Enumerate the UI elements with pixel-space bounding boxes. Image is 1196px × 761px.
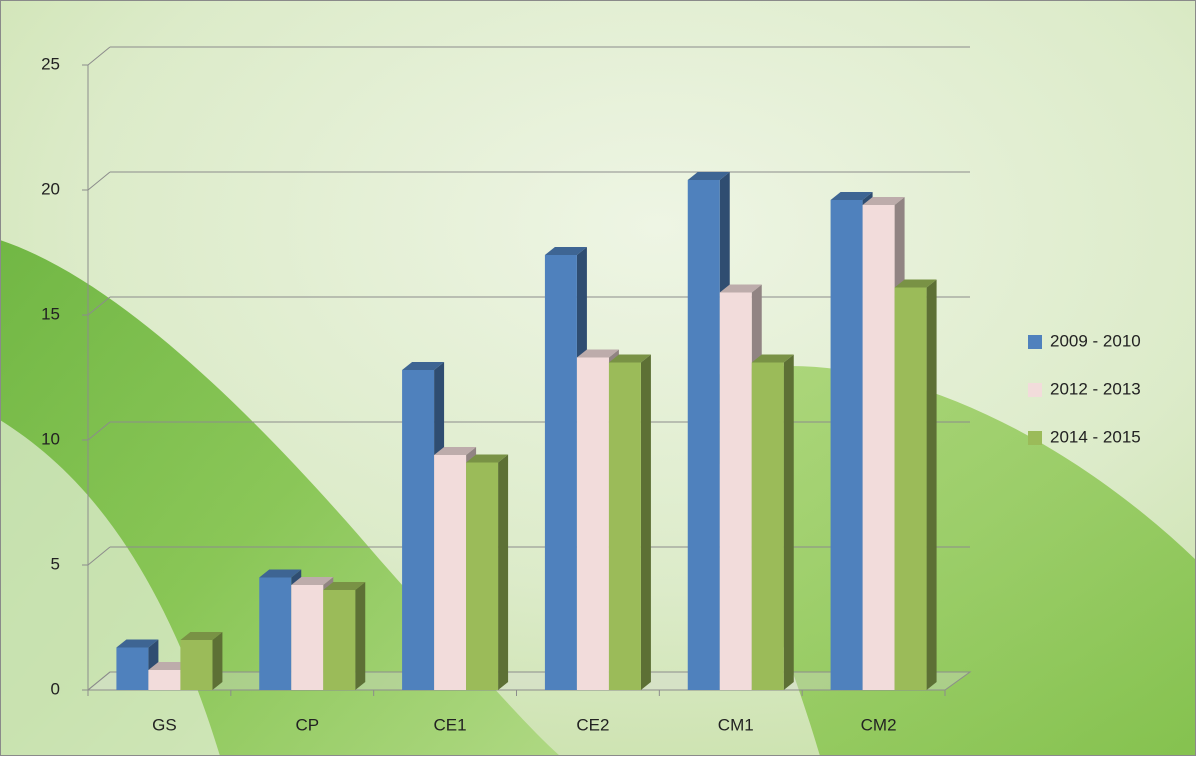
- grid-line-side: [87, 671, 111, 691]
- bar: [544, 255, 577, 690]
- bar-top: [544, 247, 587, 255]
- x-tick-label: CM1: [718, 715, 754, 734]
- y-tick-label: 25: [41, 54, 60, 73]
- bar: [466, 462, 499, 690]
- bar-top: [180, 632, 223, 640]
- legend-swatch: [1028, 335, 1042, 349]
- bar-top: [434, 447, 477, 455]
- legend-label: 2012 - 2013: [1050, 379, 1141, 398]
- x-tick-label: GS: [152, 715, 177, 734]
- bar-side: [640, 354, 651, 690]
- bar: [291, 585, 324, 690]
- bar: [402, 370, 435, 690]
- bar-side: [355, 582, 366, 690]
- grid-line-side: [87, 46, 111, 66]
- bar: [894, 287, 927, 690]
- y-tick-label: 0: [51, 679, 60, 698]
- grid-line-side: [87, 296, 111, 316]
- legend-label: 2014 - 2015: [1050, 427, 1141, 446]
- bar: [719, 292, 752, 690]
- x-tick-label: CM2: [861, 715, 897, 734]
- y-tick-label: 15: [41, 304, 60, 323]
- bar-top: [830, 192, 873, 200]
- bar: [116, 647, 149, 690]
- bar-top: [608, 354, 651, 363]
- bar-side: [498, 454, 509, 690]
- legend-label: 2009 - 2010: [1050, 331, 1141, 350]
- bar-top: [323, 582, 366, 590]
- bar: [576, 357, 609, 690]
- grid-line-side: [87, 546, 111, 566]
- y-tick-label: 10: [41, 429, 60, 448]
- bar: [608, 362, 641, 690]
- bar-side: [926, 279, 937, 690]
- bar: [830, 200, 863, 690]
- y-tick-label: 20: [41, 179, 60, 198]
- bar: [862, 205, 895, 690]
- grid-line-side: [87, 421, 111, 441]
- bar: [434, 455, 467, 690]
- bar-top: [402, 362, 445, 370]
- legend-swatch: [1028, 383, 1042, 397]
- bar: [323, 590, 356, 690]
- bar: [180, 640, 213, 690]
- bar-side: [783, 354, 794, 690]
- legend-swatch: [1028, 431, 1042, 445]
- background-leaf: [700, 366, 1196, 756]
- bar-top: [576, 349, 619, 358]
- bar-top: [687, 172, 730, 180]
- bar-top: [751, 354, 794, 363]
- bar-top: [148, 662, 191, 670]
- bar: [751, 362, 784, 690]
- grid-line-side: [87, 171, 111, 191]
- bar-top: [259, 569, 302, 578]
- bar-top: [466, 454, 509, 463]
- bar-top: [116, 639, 159, 648]
- bar: [259, 577, 292, 690]
- x-tick-label: CP: [295, 715, 319, 734]
- bar-top: [894, 279, 937, 288]
- x-tick-label: CE2: [576, 715, 609, 734]
- bar-side: [212, 632, 223, 690]
- bar: [687, 180, 720, 690]
- bar-top: [862, 197, 905, 205]
- bar-top: [291, 577, 334, 585]
- x-tick-label: CE1: [434, 715, 467, 734]
- bar-top: [719, 284, 762, 293]
- y-tick-label: 5: [51, 554, 60, 573]
- bar: [148, 670, 181, 690]
